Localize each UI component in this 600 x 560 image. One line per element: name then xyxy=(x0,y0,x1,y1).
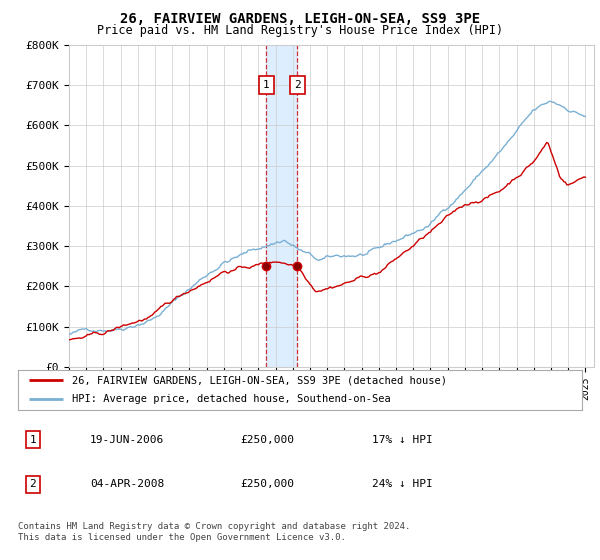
Text: 26, FAIRVIEW GARDENS, LEIGH-ON-SEA, SS9 3PE (detached house): 26, FAIRVIEW GARDENS, LEIGH-ON-SEA, SS9 … xyxy=(71,376,446,385)
Text: 1: 1 xyxy=(263,80,270,90)
Text: 2: 2 xyxy=(29,479,37,489)
Text: £250,000: £250,000 xyxy=(240,479,294,489)
Text: 17% ↓ HPI: 17% ↓ HPI xyxy=(372,435,433,445)
Text: 2: 2 xyxy=(294,80,301,90)
Text: £250,000: £250,000 xyxy=(240,435,294,445)
Text: 19-JUN-2006: 19-JUN-2006 xyxy=(90,435,164,445)
Text: Contains HM Land Registry data © Crown copyright and database right 2024.: Contains HM Land Registry data © Crown c… xyxy=(18,522,410,531)
Text: 24% ↓ HPI: 24% ↓ HPI xyxy=(372,479,433,489)
Text: This data is licensed under the Open Government Licence v3.0.: This data is licensed under the Open Gov… xyxy=(18,533,346,542)
Text: 26, FAIRVIEW GARDENS, LEIGH-ON-SEA, SS9 3PE: 26, FAIRVIEW GARDENS, LEIGH-ON-SEA, SS9 … xyxy=(120,12,480,26)
Text: Price paid vs. HM Land Registry's House Price Index (HPI): Price paid vs. HM Land Registry's House … xyxy=(97,24,503,37)
Bar xyxy=(266,45,297,367)
Text: 1: 1 xyxy=(29,435,37,445)
Text: HPI: Average price, detached house, Southend-on-Sea: HPI: Average price, detached house, Sout… xyxy=(71,394,391,404)
Text: 04-APR-2008: 04-APR-2008 xyxy=(90,479,164,489)
